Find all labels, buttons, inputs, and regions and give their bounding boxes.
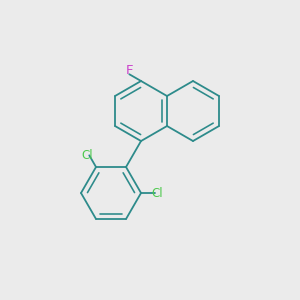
- Text: Cl: Cl: [81, 149, 93, 162]
- Text: F: F: [126, 64, 133, 77]
- Text: Cl: Cl: [151, 187, 163, 200]
